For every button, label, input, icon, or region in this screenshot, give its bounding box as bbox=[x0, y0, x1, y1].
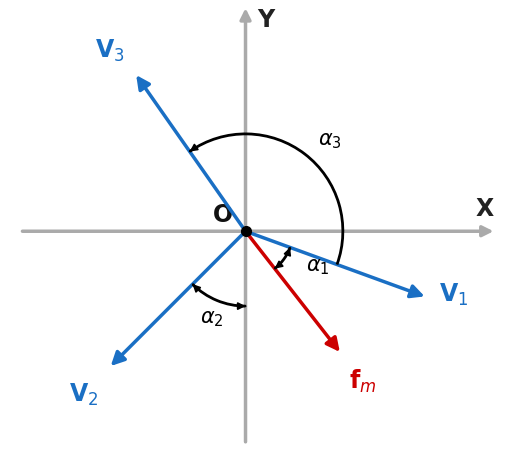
Text: $\alpha_2$: $\alpha_2$ bbox=[200, 308, 224, 328]
Text: $\mathbf{V}_1$: $\mathbf{V}_1$ bbox=[439, 281, 468, 307]
Text: O: O bbox=[213, 203, 233, 227]
Text: $\alpha_1$: $\alpha_1$ bbox=[306, 257, 330, 277]
Text: $\mathbf{V}_3$: $\mathbf{V}_3$ bbox=[95, 37, 124, 64]
Text: $\mathbf{V}_2$: $\mathbf{V}_2$ bbox=[69, 381, 99, 407]
Text: X: X bbox=[476, 197, 494, 221]
Text: Y: Y bbox=[257, 8, 274, 32]
Text: $\alpha_3$: $\alpha_3$ bbox=[318, 131, 342, 151]
Text: $\mathbf{f}_m$: $\mathbf{f}_m$ bbox=[349, 367, 377, 394]
